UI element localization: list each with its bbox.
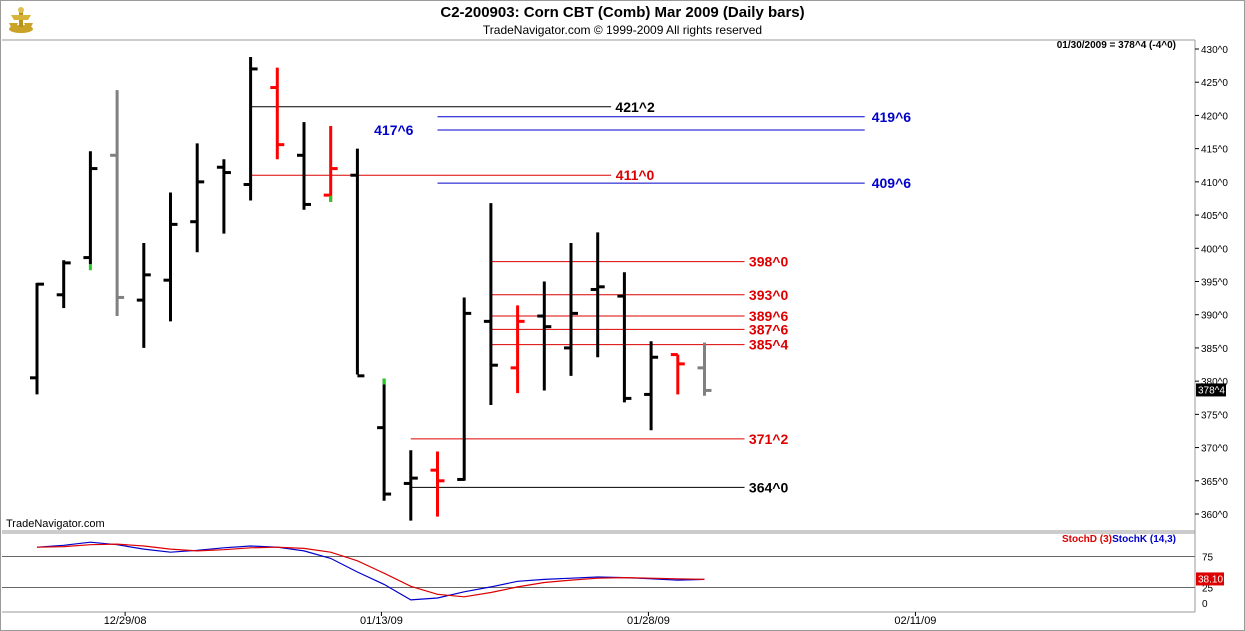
ohlc-bar[interactable] — [510, 305, 525, 394]
last-price-tag — [1196, 383, 1226, 397]
ohlc-bar[interactable] — [243, 56, 258, 201]
stoch-y-tick-label: 75 — [1202, 553, 1214, 564]
copyright-subtitle: TradeNavigator.com © 1999-2009 All right… — [482, 23, 763, 37]
ohlc-bar[interactable] — [457, 297, 472, 481]
y-tick-label: 380^0 — [1201, 377, 1228, 388]
ohlc-bar[interactable] — [30, 282, 44, 395]
y-tick-label: 385^0 — [1201, 344, 1228, 355]
ohlc-bar[interactable] — [323, 126, 338, 202]
y-tick-label: 360^0 — [1201, 510, 1228, 521]
y-tick-label: 415^0 — [1201, 145, 1228, 156]
level-label-364-0: 364^0 — [749, 479, 789, 495]
level-label-371-2: 371^2 — [749, 431, 789, 447]
ohlc-bar[interactable] — [270, 67, 285, 160]
ohlc-bar[interactable] — [590, 232, 605, 358]
y-tick-label: 410^0 — [1201, 178, 1228, 189]
y-tick-label: 425^0 — [1201, 78, 1228, 89]
x-tick-label: 01/28/09 — [627, 615, 670, 627]
ohlc-bar[interactable] — [163, 192, 178, 322]
y-tick-label: 420^0 — [1201, 111, 1228, 122]
level-label-417-6: 417^6 — [374, 122, 414, 138]
ohlc-bar[interactable] — [537, 281, 552, 391]
stoch-y-tick-label: 25 — [1202, 584, 1214, 595]
y-tick-label: 395^0 — [1201, 278, 1228, 289]
stoch-legend-item: StochD (3) — [1062, 534, 1112, 545]
level-label-421-2: 421^2 — [615, 99, 655, 115]
level-label-398-0: 398^0 — [749, 254, 789, 270]
stoch-last-value-label: 38.10 — [1198, 574, 1223, 585]
stoch-y-tick-label: 0 — [1202, 599, 1208, 610]
x-tick-label: 02/11/09 — [894, 615, 936, 627]
y-tick-label: 370^0 — [1201, 444, 1228, 455]
ohlc-bar[interactable] — [697, 342, 712, 396]
level-label-385-4: 385^4 — [749, 337, 789, 353]
ohlc-bar[interactable] — [670, 353, 685, 395]
ohlc-bar[interactable] — [110, 90, 125, 317]
ohlc-bar[interactable] — [56, 260, 71, 309]
y-tick-label: 400^0 — [1201, 244, 1228, 255]
level-label-393-0: 393^0 — [749, 287, 789, 303]
last-quote-readout: 01/30/2009 = 378^4 (-4^0) — [1057, 40, 1176, 51]
ohlc-bar[interactable] — [83, 151, 98, 271]
ohlc-bar[interactable] — [190, 143, 205, 253]
ohlc-bar[interactable] — [617, 272, 632, 403]
ohlc-bar[interactable] — [377, 378, 392, 501]
y-tick-label: 390^0 — [1201, 311, 1228, 322]
level-label-419-6: 419^6 — [872, 109, 912, 125]
stoch-last-value-tag — [1196, 572, 1224, 586]
stoch-series-stochd[interactable] — [36, 543, 705, 598]
x-tick-label: 12/29/08 — [104, 615, 147, 627]
ohlc-bar[interactable] — [297, 122, 311, 210]
level-label-409-6: 409^6 — [872, 175, 912, 191]
level-label-389-6: 389^6 — [749, 308, 789, 324]
ohlc-bar[interactable] — [403, 450, 418, 521]
y-tick-label: 430^0 — [1201, 45, 1228, 56]
stoch-legend-item: StochK (14,3) — [1112, 534, 1176, 545]
trade-navigator-logo-icon[interactable] — [6, 5, 36, 35]
chart-title: C2-200903: Corn CBT (Comb) Mar 2009 (Dai… — [440, 4, 805, 21]
ohlc-bar[interactable] — [644, 341, 659, 431]
y-tick-label: 405^0 — [1201, 211, 1228, 222]
ohlc-bar[interactable] — [430, 451, 445, 517]
level-label-387-6: 387^6 — [749, 321, 789, 337]
last-price-label: 378^4 — [1198, 385, 1225, 396]
ohlc-bar[interactable] — [483, 203, 498, 406]
y-tick-label: 375^0 — [1201, 410, 1228, 421]
ohlc-bar[interactable] — [216, 159, 231, 234]
ohlc-bar[interactable] — [136, 242, 151, 348]
stoch-series-stochk[interactable] — [36, 541, 705, 601]
y-tick-label: 365^0 — [1201, 477, 1228, 488]
ohlc-bar[interactable] — [564, 242, 578, 376]
level-label-411-0: 411^0 — [616, 167, 655, 183]
watermark: TradeNavigator.com — [6, 518, 105, 530]
x-tick-label: 01/13/09 — [360, 615, 403, 627]
ohlc-bar[interactable] — [350, 148, 365, 378]
